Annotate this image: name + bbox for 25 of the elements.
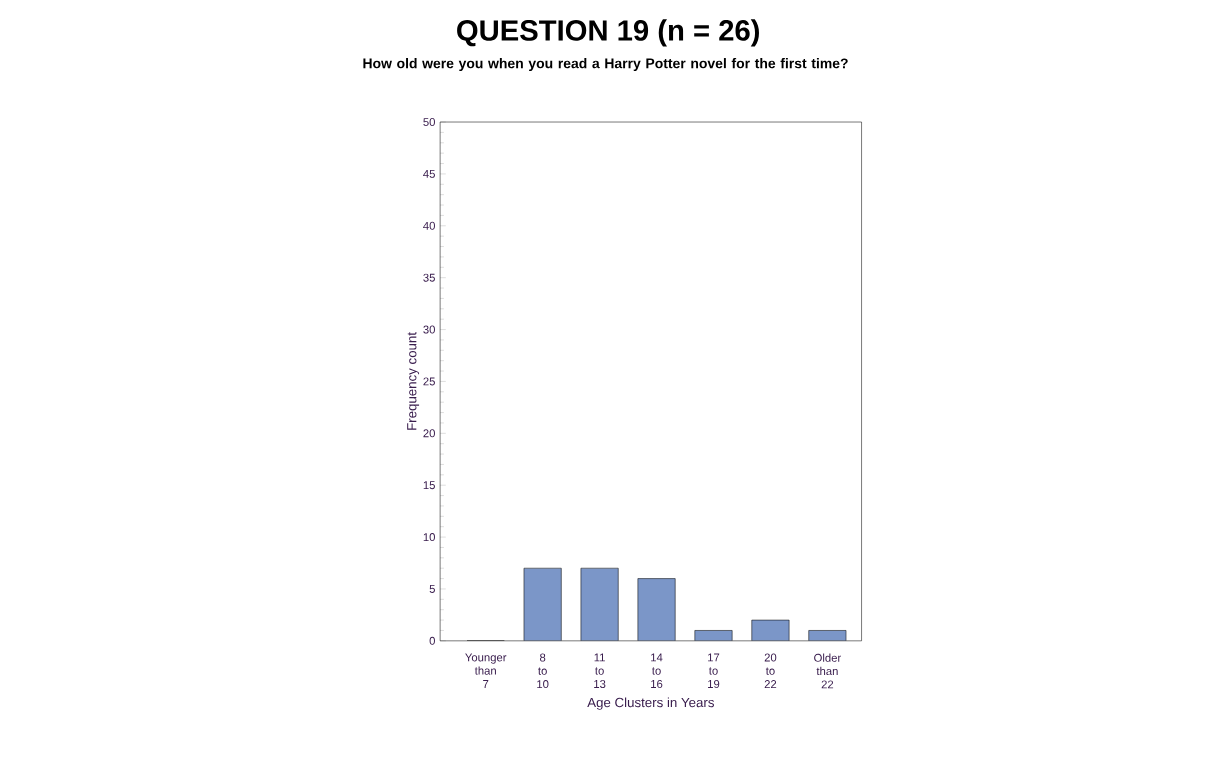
x-tick-label: 8 to 10 bbox=[537, 653, 549, 689]
x-tick-label: 17 to 19 bbox=[708, 653, 720, 689]
y-tick-label: 5 bbox=[429, 585, 435, 593]
y-tick-label: 50 bbox=[423, 118, 435, 127]
y-tick-label: 15 bbox=[423, 481, 435, 490]
chart-subtitle: How old were you when you read a Harry Potter novel for the first time? bbox=[363, 58, 848, 72]
x-axis-title: Age Clusters in Years bbox=[587, 697, 714, 710]
bar bbox=[637, 578, 676, 641]
chart-title: QUESTION 19 (n = 26) bbox=[457, 19, 759, 47]
y-tick-label: 20 bbox=[423, 429, 435, 438]
y-tick-label: 25 bbox=[423, 377, 435, 386]
y-tick-label: 40 bbox=[423, 221, 435, 230]
y-tick-label: 35 bbox=[423, 273, 435, 282]
x-tick-label: Younger than 7 bbox=[465, 653, 507, 688]
y-tick-label: 45 bbox=[423, 170, 435, 178]
bar bbox=[523, 568, 562, 641]
x-tick-label: 14 to 16 bbox=[651, 653, 663, 689]
x-tick-label: 11 to 13 bbox=[594, 653, 606, 689]
y-axis-title: Frequency count bbox=[407, 332, 420, 430]
x-tick-label: Older than 22 bbox=[814, 653, 842, 689]
y-tick-label: 30 bbox=[423, 325, 435, 334]
bar bbox=[580, 568, 619, 641]
y-tick-label: 0 bbox=[429, 636, 435, 645]
y-tick-label: 10 bbox=[423, 533, 435, 542]
x-tick-label: 20 to 22 bbox=[764, 653, 777, 689]
